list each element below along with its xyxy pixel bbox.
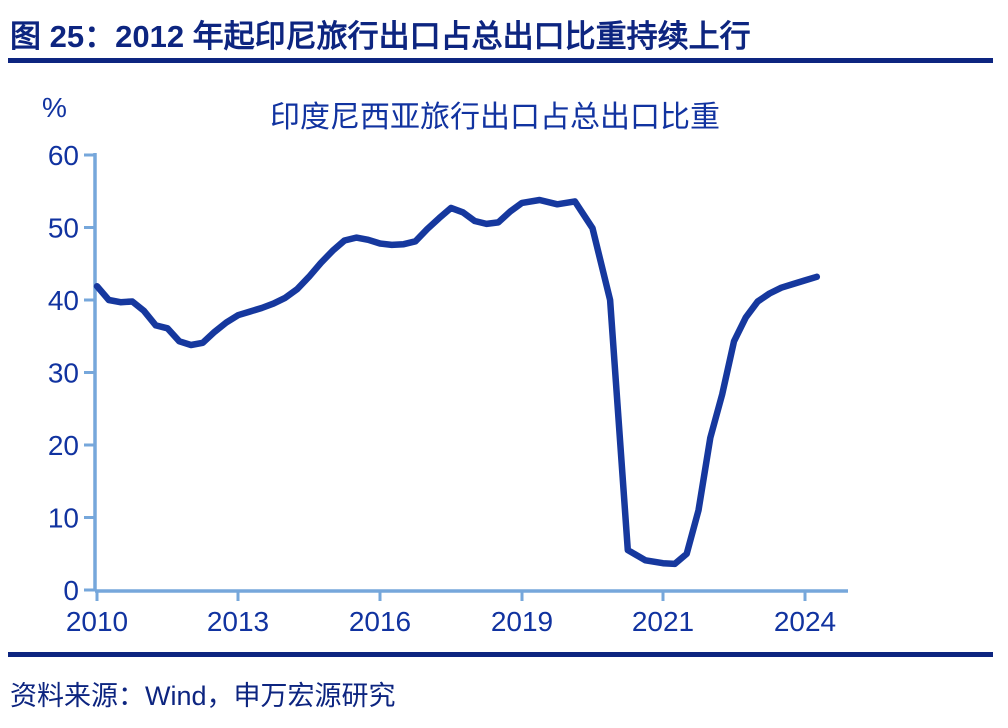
y-tick-label: 0: [63, 575, 79, 606]
x-tick-label: 2024: [774, 606, 836, 637]
y-tick-label: 60: [48, 140, 79, 171]
travel-export-share-series-line: [93, 196, 821, 568]
y-tick-label: 30: [48, 358, 79, 389]
y-axis-unit-label: %: [42, 92, 67, 123]
header-underline-rule: [8, 58, 993, 63]
y-tick-label: 20: [48, 430, 79, 461]
figure-header-title: 图 25：2012 年起印尼旅行出口占总出口比重持续上行: [10, 19, 751, 54]
source-text: 资料来源：Wind，申万宏源研究: [10, 681, 396, 711]
y-tick-label: 50: [48, 213, 79, 244]
x-tick-label: 2021: [632, 606, 694, 637]
chart-title: 印度尼西亚旅行出口占总出口比重: [270, 101, 720, 134]
x-tick-label: 2010: [66, 606, 128, 637]
x-tick-label: 2019: [491, 606, 553, 637]
y-tick-label: 10: [48, 503, 79, 534]
x-tick-label: 2016: [349, 606, 411, 637]
x-tick-label: 2013: [207, 606, 269, 637]
footer-divider-rule: [8, 652, 993, 657]
y-tick-label: 40: [48, 285, 79, 316]
